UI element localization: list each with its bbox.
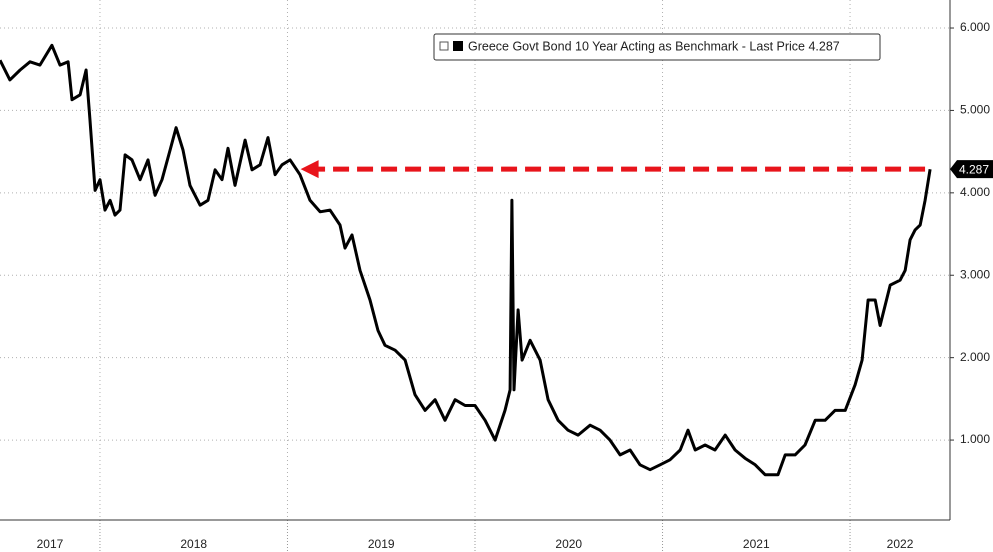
- x-tick-label: 2019: [368, 537, 395, 551]
- x-tick-label: 2017: [37, 537, 64, 551]
- line-series: [0, 43, 932, 477]
- legend: Greece Govt Bond 10 Year Acting as Bench…: [433, 33, 881, 61]
- legend-label: Greece Govt Bond 10 Year Acting as Bench…: [468, 39, 840, 53]
- annotation-arrowhead: [300, 160, 319, 179]
- x-tick-label: 2018: [180, 537, 207, 551]
- x-tick-label: 2020: [555, 537, 582, 551]
- y-tick-label: 4.000: [960, 185, 990, 199]
- last-price-tag: [950, 160, 993, 179]
- last-price-label: 4.287: [959, 162, 989, 176]
- y-tick-label: 5.000: [960, 103, 990, 117]
- y-tick-label: 3.000: [960, 267, 990, 281]
- x-tick-label: 2022: [887, 537, 914, 551]
- x-tick-label: 2021: [743, 537, 770, 551]
- y-tick-label: 1.000: [960, 432, 990, 446]
- legend-swatch: [453, 41, 463, 51]
- legend-expand: [439, 41, 449, 51]
- y-tick-label: 6.000: [960, 20, 990, 34]
- legend-box: [433, 33, 881, 61]
- y-tick-label: 2.000: [960, 350, 990, 364]
